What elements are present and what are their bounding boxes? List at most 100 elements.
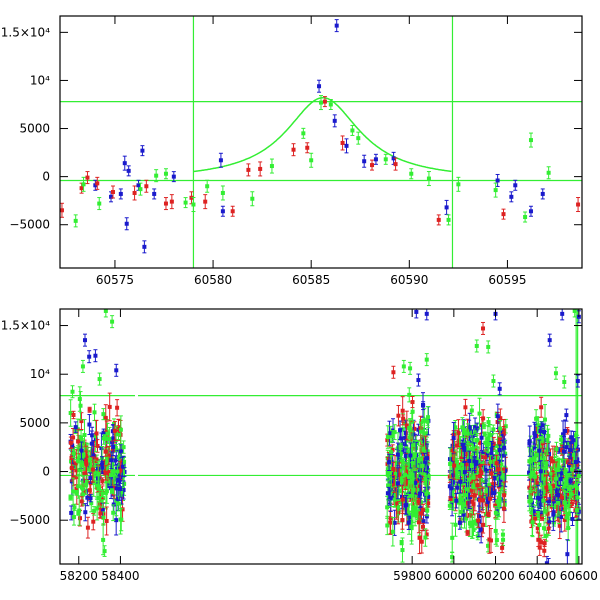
data-point bbox=[383, 157, 388, 162]
data-point bbox=[122, 161, 127, 166]
data-point bbox=[82, 471, 87, 476]
data-point bbox=[469, 479, 474, 484]
data-point bbox=[478, 474, 483, 479]
y-tick-label: 1.5×10⁴ bbox=[1, 25, 50, 39]
data-point bbox=[455, 443, 460, 448]
data-point bbox=[400, 441, 405, 446]
data-point bbox=[79, 439, 84, 444]
data-point bbox=[390, 529, 395, 534]
data-point bbox=[475, 483, 480, 488]
data-point bbox=[421, 519, 426, 524]
data-point bbox=[569, 467, 574, 472]
data-point bbox=[411, 487, 416, 492]
data-point bbox=[497, 448, 502, 453]
data-point bbox=[426, 494, 431, 499]
data-point bbox=[523, 215, 528, 220]
data-point bbox=[410, 400, 415, 405]
data-point bbox=[479, 435, 484, 440]
data-point bbox=[557, 465, 562, 470]
data-point bbox=[461, 512, 466, 517]
data-point bbox=[100, 479, 105, 484]
data-point bbox=[539, 476, 544, 481]
data-point bbox=[468, 522, 473, 527]
data-point bbox=[447, 484, 452, 489]
data-point bbox=[495, 178, 500, 183]
data-point bbox=[455, 485, 460, 490]
data-point bbox=[424, 431, 429, 436]
data-point bbox=[469, 499, 474, 504]
data-point bbox=[132, 190, 137, 195]
data-point bbox=[454, 459, 459, 464]
data-point bbox=[111, 480, 116, 485]
data-point bbox=[424, 514, 429, 519]
data-point bbox=[486, 512, 491, 517]
data-point bbox=[113, 458, 118, 463]
data-point bbox=[407, 515, 412, 520]
data-point bbox=[119, 449, 124, 454]
data-point bbox=[112, 428, 117, 433]
data-point bbox=[446, 217, 451, 222]
data-point bbox=[559, 514, 564, 519]
data-point bbox=[91, 453, 96, 458]
fit-curve bbox=[193, 97, 452, 173]
data-point bbox=[564, 503, 569, 508]
data-point bbox=[536, 423, 541, 428]
data-point bbox=[551, 512, 556, 517]
data-point bbox=[537, 522, 542, 527]
data-point bbox=[467, 458, 472, 463]
data-point bbox=[416, 427, 421, 432]
data-point bbox=[250, 196, 255, 201]
data-point bbox=[90, 467, 95, 472]
data-point bbox=[410, 460, 415, 465]
data-point bbox=[105, 431, 110, 436]
data-point bbox=[404, 444, 409, 449]
data-point bbox=[394, 461, 399, 466]
data-point bbox=[527, 499, 532, 504]
data-point bbox=[120, 507, 125, 512]
data-point bbox=[537, 502, 542, 507]
data-point bbox=[575, 491, 580, 496]
data-point bbox=[402, 472, 407, 477]
data-point bbox=[486, 440, 491, 445]
data-point bbox=[503, 424, 508, 429]
data-point bbox=[404, 470, 409, 475]
data-point bbox=[467, 425, 472, 430]
data-point bbox=[493, 459, 498, 464]
data-point bbox=[493, 510, 498, 515]
data-point bbox=[392, 497, 397, 502]
data-point bbox=[457, 441, 462, 446]
data-point bbox=[410, 409, 415, 414]
data-point bbox=[328, 102, 333, 107]
data-point bbox=[542, 494, 547, 499]
data-point bbox=[463, 466, 468, 471]
data-point bbox=[408, 428, 413, 433]
data-point bbox=[403, 453, 408, 458]
data-point bbox=[499, 462, 504, 467]
data-point bbox=[389, 490, 394, 495]
data-point bbox=[495, 414, 500, 419]
data-point bbox=[334, 23, 339, 28]
data-point bbox=[463, 431, 468, 436]
data-point bbox=[547, 520, 552, 525]
data-point bbox=[420, 463, 425, 468]
data-point bbox=[388, 516, 393, 521]
data-point bbox=[570, 463, 575, 468]
data-point bbox=[410, 513, 415, 518]
data-point bbox=[557, 523, 562, 528]
data-point bbox=[85, 479, 90, 484]
data-point bbox=[409, 171, 414, 176]
data-point bbox=[399, 436, 404, 441]
data-point bbox=[546, 433, 551, 438]
data-point bbox=[110, 462, 115, 467]
data-point bbox=[542, 430, 547, 435]
y-tick-label: 5000 bbox=[19, 122, 50, 136]
data-point bbox=[421, 403, 426, 408]
data-point bbox=[205, 184, 210, 189]
data-point bbox=[421, 507, 426, 512]
data-point bbox=[535, 426, 540, 431]
data-point bbox=[456, 500, 461, 505]
data-point bbox=[373, 157, 378, 162]
data-point bbox=[483, 440, 488, 445]
data-point bbox=[100, 491, 105, 496]
data-point bbox=[499, 453, 504, 458]
